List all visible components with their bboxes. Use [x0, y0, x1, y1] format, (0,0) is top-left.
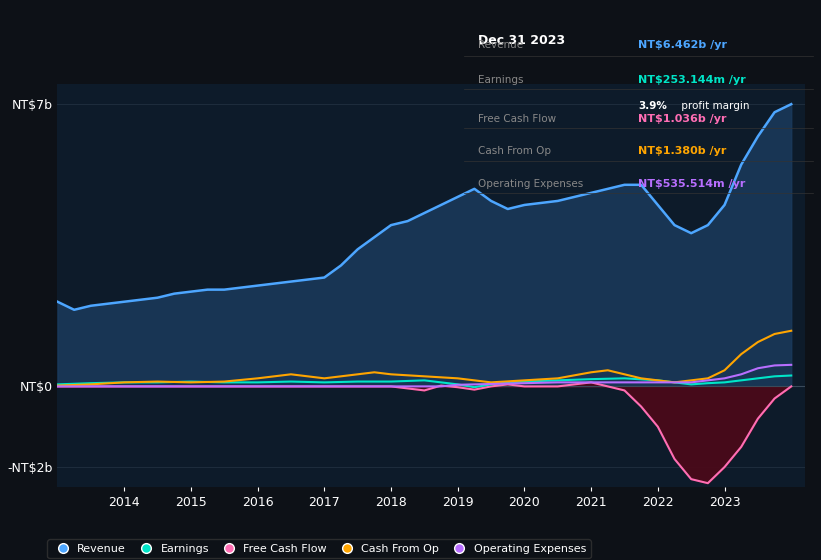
Text: NT$6.462b /yr: NT$6.462b /yr [639, 40, 727, 50]
Text: NT$1.380b /yr: NT$1.380b /yr [639, 146, 727, 156]
Legend: Revenue, Earnings, Free Cash Flow, Cash From Op, Operating Expenses: Revenue, Earnings, Free Cash Flow, Cash … [48, 539, 590, 558]
Text: Cash From Op: Cash From Op [478, 146, 551, 156]
Text: 3.9%: 3.9% [639, 101, 667, 111]
Text: Revenue: Revenue [478, 40, 523, 50]
Text: Earnings: Earnings [478, 75, 523, 85]
Text: NT$253.144m /yr: NT$253.144m /yr [639, 75, 746, 85]
Text: NT$535.514m /yr: NT$535.514m /yr [639, 179, 745, 189]
Text: profit margin: profit margin [678, 101, 750, 111]
Text: Dec 31 2023: Dec 31 2023 [478, 34, 565, 47]
Text: Operating Expenses: Operating Expenses [478, 179, 583, 189]
Text: Free Cash Flow: Free Cash Flow [478, 114, 556, 124]
Text: NT$1.036b /yr: NT$1.036b /yr [639, 114, 727, 124]
